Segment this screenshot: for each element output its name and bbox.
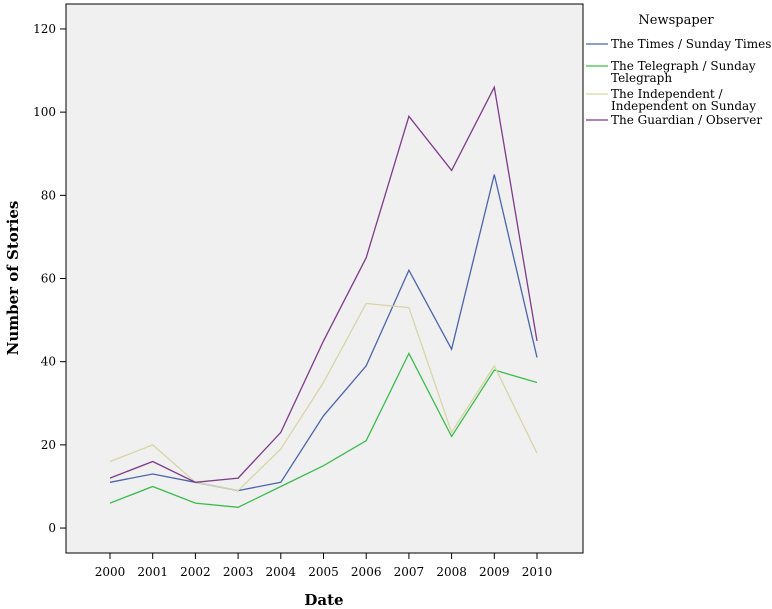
x-tick-label: 2000 xyxy=(95,565,126,579)
x-tick-label: 2001 xyxy=(137,565,168,579)
x-axis-title: Date xyxy=(304,591,343,609)
y-tick-label: 120 xyxy=(33,22,56,36)
series-line-3 xyxy=(109,302,538,492)
y-axis: 0 20 40 60 80 100 120 xyxy=(33,22,66,535)
y-tick-label: 80 xyxy=(41,188,56,202)
x-tick-label: 2008 xyxy=(436,565,467,579)
x-axis: 2000 2001 2002 2003 2004 2005 2006 2007 2008 2009… xyxy=(95,553,553,579)
series-line-1 xyxy=(109,174,538,492)
x-tick-label: 2004 xyxy=(266,565,297,579)
legend-title: Newspaper xyxy=(638,13,714,28)
x-tick-label: 2005 xyxy=(308,565,339,579)
plot-area xyxy=(65,3,584,554)
y-tick-label: 0 xyxy=(48,521,56,535)
legend-label-3: The Independent / xyxy=(611,87,724,101)
y-axis-title: Number of Stories xyxy=(4,201,22,356)
y-tick-label: 40 xyxy=(41,355,56,369)
y-tick-label: 60 xyxy=(41,272,56,286)
x-tick-label: 2010 xyxy=(522,565,553,579)
legend-label-4: The Guardian / Observer xyxy=(611,113,762,127)
x-tick-label: 2006 xyxy=(351,565,382,579)
x-tick-label: 2003 xyxy=(223,565,254,579)
legend-label-1: The Times / Sunday Times xyxy=(611,37,771,51)
x-tick-label: 2007 xyxy=(394,565,425,579)
y-tick-label: 20 xyxy=(41,438,56,452)
series-line-2 xyxy=(109,351,538,508)
series-line-4 xyxy=(109,85,538,483)
series-layer xyxy=(109,85,538,508)
legend: Newspaper The Times / Sunday Times The Te… xyxy=(586,13,771,127)
legend-label-2: The Telegraph / Sunday xyxy=(611,59,756,73)
x-tick-label: 2009 xyxy=(479,565,510,579)
y-tick-label: 100 xyxy=(33,105,56,119)
legend-label-3: Independent on Sunday xyxy=(611,99,756,113)
x-tick-label: 2002 xyxy=(180,565,211,579)
legend-label-2: Telegraph xyxy=(611,71,672,85)
